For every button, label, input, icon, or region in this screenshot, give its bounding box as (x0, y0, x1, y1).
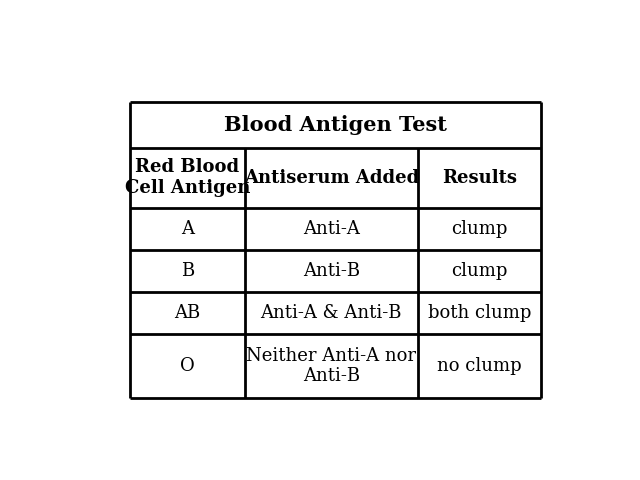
Text: Results: Results (442, 168, 517, 187)
Text: Anti-A: Anti-A (303, 220, 360, 238)
Text: clump: clump (451, 262, 508, 280)
Text: clump: clump (451, 220, 508, 238)
Text: Blood Antigen Test: Blood Antigen Test (224, 115, 447, 135)
Text: both clump: both clump (428, 304, 531, 322)
Text: no clump: no clump (437, 357, 522, 375)
Text: Red Blood
Cell Antigen: Red Blood Cell Antigen (125, 158, 250, 197)
Text: Neither Anti-A nor
Anti-B: Neither Anti-A nor Anti-B (246, 347, 417, 385)
Text: Antiserum Added: Antiserum Added (244, 168, 419, 187)
Text: B: B (180, 262, 194, 280)
Text: O: O (180, 357, 195, 375)
Text: Anti-A & Anti-B: Anti-A & Anti-B (260, 304, 402, 322)
Text: Anti-B: Anti-B (303, 262, 360, 280)
Text: A: A (180, 220, 194, 238)
Text: AB: AB (174, 304, 200, 322)
